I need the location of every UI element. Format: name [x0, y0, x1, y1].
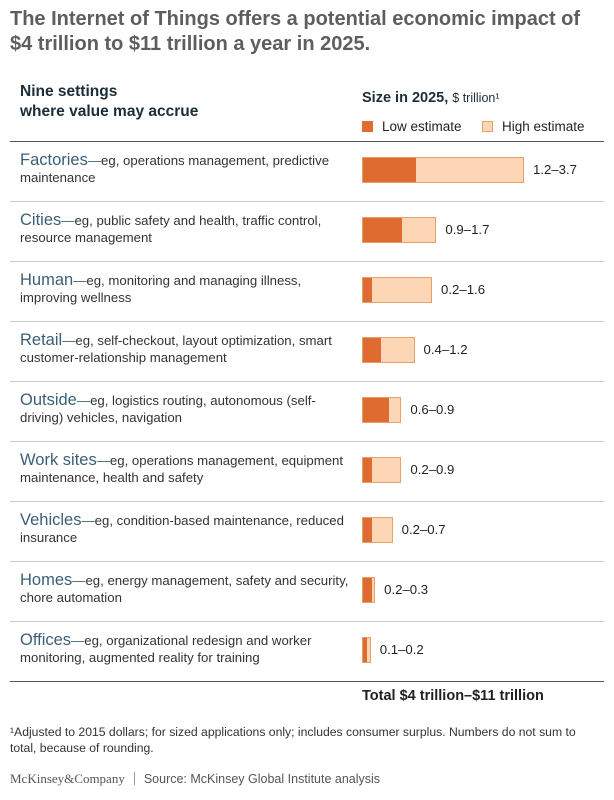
em-dash: — — [72, 573, 86, 588]
source-text: Source: McKinsey Global Institute analys… — [143, 772, 381, 786]
range-label: 0.9–1.7 — [445, 222, 490, 237]
bar-low-work-sites — [363, 458, 372, 482]
range-label: 0.2–0.7 — [401, 522, 446, 537]
row-divider — [10, 381, 604, 382]
setting-name: Outside — [20, 391, 77, 409]
setting-detail: eg, logistics routing, autonomous (self-… — [20, 393, 316, 425]
em-dash: — — [76, 393, 91, 408]
legend-label-high: High estimate — [502, 119, 585, 134]
row-divider — [10, 321, 604, 322]
range-label: 1.2–3.7 — [533, 162, 577, 177]
source-separator — [133, 772, 135, 785]
bar-low-homes — [363, 578, 372, 602]
bar-low-human — [363, 278, 372, 302]
settings-header-line1: Nine settings — [20, 83, 118, 100]
bar-low-cities — [363, 218, 403, 242]
setting-detail: eg, operations management, predictive ma… — [20, 153, 330, 185]
size-header-label: Size in 2025, — [362, 90, 449, 106]
chart-title: The Internet of Things offers a potentia… — [10, 8, 581, 55]
range-label: 0.1–0.2 — [379, 642, 424, 657]
bar-low-retail — [363, 338, 381, 362]
bar-low-offices — [363, 638, 368, 662]
row-text: Offices—eg, organizational redesign and … — [20, 632, 350, 666]
row-text: Outside—eg, logistics routing, autonomou… — [20, 392, 350, 426]
settings-header-line2: where value may accrue — [20, 103, 199, 120]
legend-item-low: Low estimate — [362, 119, 462, 134]
setting-detail: eg, condition-based maintenance, reduced… — [20, 513, 344, 545]
row-text: Cities—eg, public safety and health, tra… — [20, 212, 350, 246]
row-text: Vehicles—eg, condition-based maintenance… — [20, 512, 350, 546]
bar-high-cities — [362, 217, 437, 243]
em-dash: — — [81, 513, 95, 528]
bar-high-retail — [362, 337, 415, 363]
setting-name: Work sites — [20, 451, 97, 469]
row-text: Homes—eg, energy management, safety and … — [20, 572, 350, 606]
row-text: Retail—eg, self-checkout, layout optimiz… — [20, 332, 350, 366]
brand-logo: McKinsey&Company — [10, 771, 125, 786]
row-text: Factories—eg, operations management, pre… — [20, 152, 350, 186]
row-divider — [10, 621, 604, 622]
setting-name: Retail — [20, 331, 63, 349]
range-label: 0.2–0.9 — [410, 462, 455, 477]
em-dash: — — [87, 153, 102, 168]
range-label: 0.2–0.3 — [384, 582, 429, 597]
header-divider — [10, 141, 604, 142]
row-divider — [10, 201, 604, 202]
setting-name: Vehicles — [20, 511, 82, 529]
row-text: Work sites—eg, operations management, eq… — [20, 452, 350, 486]
size-column-header: Size in 2025, $ trillion¹ — [362, 90, 500, 106]
em-dash: — — [61, 213, 75, 228]
bar-high-vehicles — [362, 517, 393, 543]
bar-high-offices — [362, 637, 371, 663]
row-text: Human—eg, monitoring and managing illnes… — [20, 272, 350, 306]
row-divider — [10, 501, 604, 502]
footnote: ¹Adjusted to 2015 dollars; for sized app… — [10, 725, 576, 755]
bar-high-human — [362, 277, 433, 303]
settings-column-header: Nine settings where value may accrue — [20, 82, 320, 122]
row-divider — [10, 561, 604, 562]
source-line: McKinsey&Company Source: McKinsey Global … — [10, 771, 380, 787]
row-divider — [10, 441, 604, 442]
legend-swatch-high — [482, 121, 493, 132]
legend-item-high: High estimate — [482, 119, 585, 134]
bar-low-vehicles — [363, 518, 372, 542]
range-label: 0.2–1.6 — [441, 282, 486, 297]
em-dash: — — [62, 333, 76, 348]
em-dash: — — [96, 453, 110, 468]
bar-low-outside — [363, 398, 390, 422]
setting-name: Cities — [20, 211, 62, 229]
setting-name: Offices — [20, 631, 72, 649]
setting-detail: eg, monitoring and managing illness, imp… — [20, 273, 302, 305]
bar-low-factories — [363, 158, 416, 182]
bar-high-factories — [362, 157, 524, 183]
setting-detail: eg, public safety and health, traffic co… — [20, 213, 322, 245]
setting-detail: eg, operations management, equipment mai… — [20, 453, 344, 485]
range-label: 0.6–0.9 — [410, 402, 455, 417]
total-label: Total $4 trillion–$11 trillion — [362, 688, 544, 704]
row-divider — [10, 261, 604, 262]
setting-name: Factories — [20, 151, 88, 169]
setting-name: Homes — [20, 571, 73, 589]
em-dash: — — [73, 273, 87, 288]
setting-name: Human — [20, 271, 74, 289]
em-dash: — — [71, 633, 85, 648]
bar-high-work-sites — [362, 457, 402, 483]
range-label: 0.4–1.2 — [423, 342, 468, 357]
size-header-unit: $ trillion¹ — [452, 91, 500, 105]
setting-detail: eg, energy management, safety and securi… — [20, 573, 349, 605]
row-divider — [10, 681, 604, 682]
bar-high-outside — [362, 397, 402, 423]
legend-label-low: Low estimate — [382, 119, 462, 134]
bar-high-homes — [362, 577, 376, 603]
setting-detail: eg, organizational redesign and worker m… — [20, 633, 312, 665]
legend-swatch-low — [362, 121, 373, 132]
setting-detail: eg, self-checkout, layout optimization, … — [20, 333, 332, 365]
